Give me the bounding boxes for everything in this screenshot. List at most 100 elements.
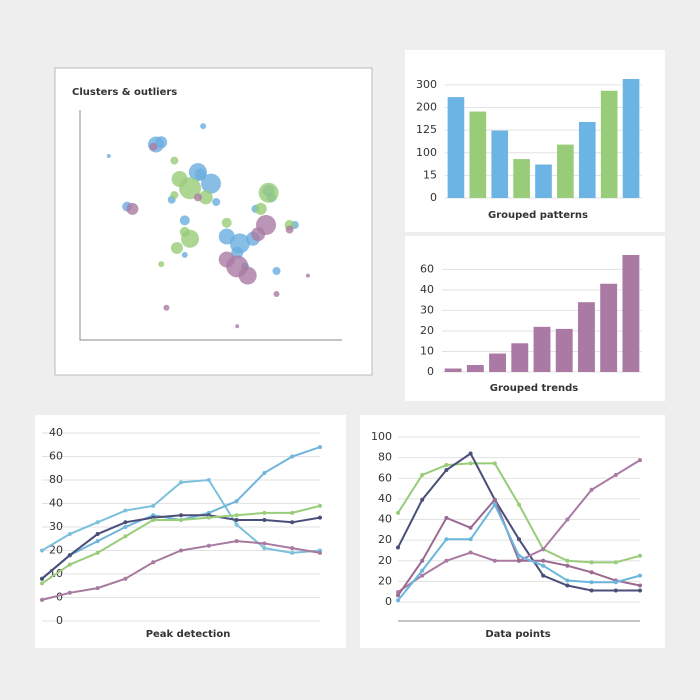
marker	[67, 553, 72, 558]
marker	[396, 598, 400, 603]
marker	[206, 515, 211, 520]
bar	[444, 368, 462, 372]
bar	[489, 353, 506, 372]
y-tick-label: 40	[378, 513, 392, 526]
point	[221, 217, 232, 228]
marker	[179, 480, 183, 485]
marker	[40, 597, 44, 602]
point	[238, 266, 257, 285]
panel	[35, 415, 346, 648]
marker	[234, 499, 239, 504]
marker	[206, 543, 211, 548]
point	[272, 267, 281, 275]
marker	[517, 502, 521, 507]
marker	[123, 534, 128, 539]
point	[235, 324, 240, 329]
point	[218, 251, 235, 268]
marker	[123, 520, 128, 525]
point	[149, 142, 158, 151]
marker	[420, 573, 425, 578]
marker	[492, 558, 497, 563]
marker	[95, 539, 100, 544]
point	[212, 198, 221, 206]
y-tick-label: 0	[430, 191, 437, 204]
y-tick-label: 125	[416, 123, 437, 136]
y-tick-label: 20	[378, 574, 392, 587]
chart-title: Grouped patterns	[488, 210, 588, 221]
marker	[565, 558, 570, 563]
y-tick-label: 60	[49, 450, 63, 463]
point	[258, 182, 279, 203]
bar	[555, 328, 573, 372]
marker	[95, 520, 100, 525]
marker	[420, 472, 425, 477]
y-tick-label: 10	[420, 344, 434, 357]
marker	[123, 525, 128, 529]
bar	[533, 326, 551, 372]
marker	[40, 581, 44, 586]
marker	[396, 510, 400, 515]
bar	[535, 164, 552, 198]
marker	[589, 560, 594, 565]
marker	[318, 515, 322, 520]
y-tick-label: 0	[56, 614, 63, 627]
marker	[318, 550, 322, 555]
marker	[492, 497, 497, 502]
y-tick-label: 80	[378, 451, 392, 464]
marker	[565, 563, 570, 568]
bar	[511, 343, 529, 372]
marker	[290, 520, 295, 525]
marker	[262, 541, 267, 546]
point	[231, 246, 244, 259]
y-tick-label: 60	[378, 471, 392, 484]
point	[194, 168, 207, 181]
marker	[444, 515, 449, 520]
y-tick-label: 40	[49, 426, 63, 439]
marker	[234, 517, 239, 522]
marker	[638, 458, 642, 463]
marker	[396, 545, 400, 550]
y-tick-label: 40	[420, 283, 434, 296]
marker	[613, 580, 618, 585]
panel	[405, 236, 665, 401]
bar	[600, 90, 618, 198]
y-tick-label: 20	[420, 324, 434, 337]
marker	[151, 503, 156, 508]
marker	[262, 510, 267, 515]
marker	[420, 558, 425, 563]
point	[170, 191, 179, 200]
panel	[360, 415, 665, 648]
marker	[444, 537, 449, 542]
marker	[67, 562, 72, 567]
point	[193, 193, 202, 202]
point	[179, 226, 190, 237]
bar	[513, 159, 530, 198]
marker	[565, 517, 570, 522]
point	[200, 123, 207, 130]
marker	[40, 576, 44, 581]
marker	[290, 510, 295, 515]
point	[251, 227, 266, 242]
marker	[318, 445, 322, 450]
marker	[262, 517, 267, 522]
marker	[179, 548, 183, 553]
point	[106, 154, 111, 158]
point	[126, 202, 139, 215]
y-tick-label: 30	[420, 303, 434, 316]
marker	[613, 588, 618, 593]
point	[170, 156, 179, 165]
point	[285, 225, 294, 234]
point	[163, 304, 170, 311]
chart-title: Data points	[485, 629, 550, 640]
marker	[613, 560, 618, 565]
bar	[600, 283, 618, 372]
y-tick-label: 30	[49, 520, 63, 533]
marker	[123, 508, 128, 513]
marker	[179, 517, 183, 522]
point	[201, 173, 221, 194]
y-tick-label: 0	[427, 365, 434, 378]
marker	[613, 472, 618, 477]
chart-title: Peak detection	[146, 629, 231, 640]
